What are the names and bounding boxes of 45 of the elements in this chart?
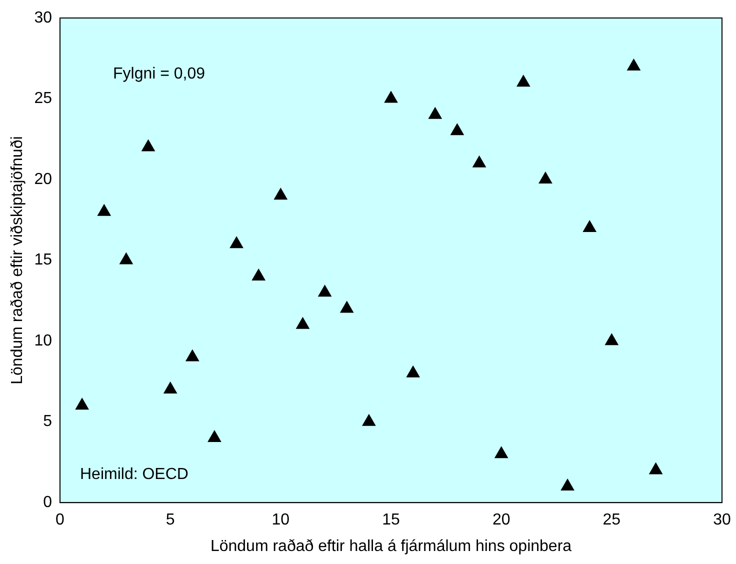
point — [472, 156, 486, 168]
point — [649, 462, 662, 474]
y-tick-label: 20 — [34, 170, 52, 188]
point — [296, 317, 310, 329]
x-tick-label: 10 — [272, 512, 290, 529]
x-tick-label: 15 — [382, 512, 400, 529]
point — [605, 334, 618, 346]
x-tick-label: 25 — [602, 512, 621, 529]
point — [186, 350, 199, 362]
y-tick-label: 10 — [34, 332, 52, 350]
y-tick-label: 0 — [43, 494, 52, 512]
y-tick-label: 5 — [43, 413, 52, 430]
y-tick-label: 30 — [34, 9, 52, 26]
point — [428, 107, 442, 119]
x-tick-label: 0 — [56, 512, 65, 529]
point — [76, 398, 89, 410]
point — [318, 285, 332, 297]
point — [340, 301, 354, 313]
x-tick-label: 5 — [166, 512, 175, 529]
point — [384, 91, 398, 103]
point — [142, 140, 155, 152]
point — [516, 75, 530, 87]
point — [164, 382, 177, 394]
point — [583, 220, 596, 232]
x-tick-label: 30 — [713, 512, 731, 529]
point — [362, 414, 376, 426]
point — [406, 366, 420, 378]
point — [538, 172, 552, 184]
point — [560, 478, 574, 490]
y-tick-label: 25 — [34, 90, 52, 108]
point — [98, 204, 111, 216]
point — [274, 188, 288, 200]
y-tick-label: 15 — [34, 252, 52, 269]
point — [208, 430, 222, 442]
point — [120, 252, 133, 264]
annotation: Heimild: OECD — [80, 466, 188, 484]
point — [494, 446, 508, 458]
y-axis-title: Löndum raðað eftir viðskiptajöfnuði — [9, 136, 26, 384]
x-axis-title: Löndum raðað eftir halla á fjármálum hins opinbera — [210, 538, 572, 555]
annotation: Fylgni = 0,09 — [112, 65, 206, 82]
point — [252, 268, 266, 280]
point — [230, 236, 244, 248]
point — [627, 58, 640, 70]
x-tick-label: 20 — [492, 512, 510, 529]
point — [450, 124, 464, 136]
